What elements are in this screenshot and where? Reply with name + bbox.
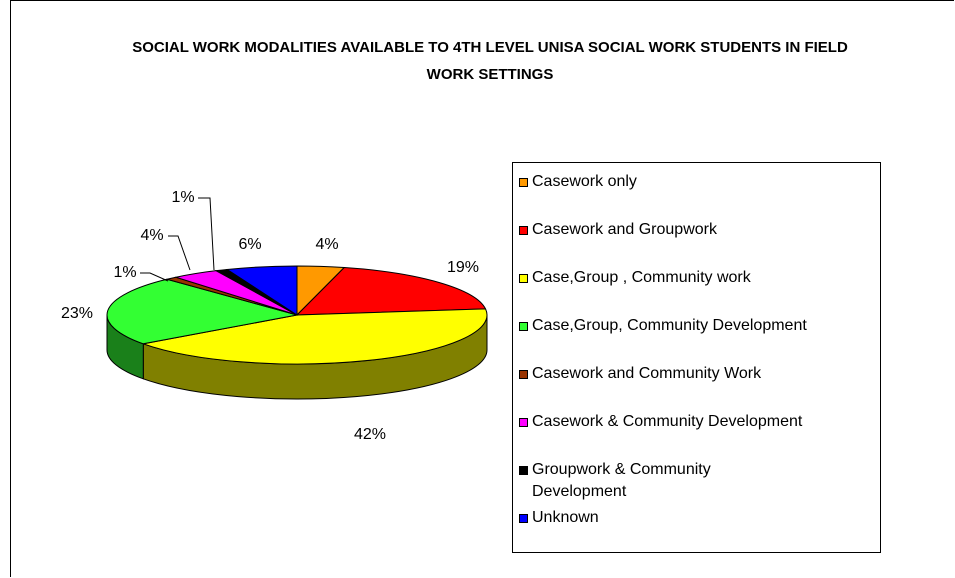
chart-frame (10, 0, 954, 577)
leader-line (140, 272, 169, 282)
legend-swatch (519, 322, 528, 331)
pie-slice (295, 267, 487, 316)
data-label: 1% (171, 189, 194, 206)
legend-label: Case,Group, Community Development (532, 317, 807, 334)
legend-swatch (519, 274, 528, 283)
leader-line (168, 235, 191, 271)
legend-label: Unknown (532, 509, 599, 526)
data-label: 6% (238, 236, 261, 253)
data-label: 19% (447, 259, 479, 276)
legend-swatch (519, 226, 528, 235)
pie-slice (225, 265, 298, 316)
legend-label: Groupwork & Community Development (532, 461, 711, 500)
leader-line (198, 197, 215, 271)
legend-swatch (519, 418, 528, 427)
legend-swatch (519, 178, 528, 187)
pie-slice (141, 308, 488, 365)
pie-slice (106, 278, 298, 345)
chart-title: SOCIAL WORK MODALITIES AVAILABLE TO 4TH … (132, 39, 848, 83)
data-label: 42% (354, 426, 386, 443)
legend-label: Casework and Community Work (532, 365, 762, 382)
data-label: 23% (61, 305, 93, 322)
legend: Casework only Casework and Groupwork Case,… (512, 162, 881, 553)
legend-label: Casework only (532, 173, 637, 190)
legend-swatch (519, 370, 528, 379)
legend-label: Casework and Groupwork (532, 221, 717, 238)
data-label: 4% (315, 236, 338, 253)
legend-swatch (519, 466, 528, 475)
data-label: 4% (140, 227, 163, 244)
legend-label: Casework & Community Development (532, 413, 803, 430)
data-label: 1% (113, 264, 136, 281)
legend-label: Case,Group , Community work (532, 269, 751, 286)
legend-swatch (519, 514, 528, 523)
